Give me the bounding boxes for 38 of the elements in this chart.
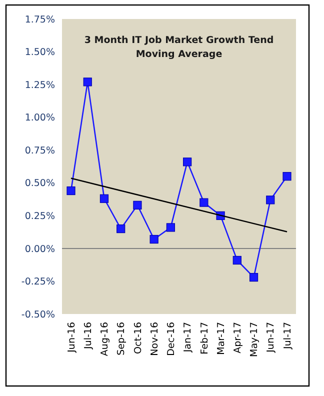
x-tick-label: Jun-17 (266, 322, 277, 354)
x-tick-label: Jul-16 (82, 322, 94, 350)
point (116, 224, 126, 234)
y-tick-label: -0.50% (21, 309, 55, 320)
point (266, 196, 275, 204)
point (150, 234, 158, 244)
x-tick-label: Oct-16 (132, 322, 144, 354)
point (83, 78, 92, 86)
y-tick-label: -0.25% (21, 276, 55, 288)
point (66, 186, 76, 196)
y-tick-label: 0.75% (24, 145, 55, 156)
x-tick-label: Jun-16 (66, 322, 78, 354)
y-tick-label: 0.25% (24, 210, 55, 222)
y-tick-label: 1.50% (24, 47, 55, 58)
point (282, 172, 292, 181)
x-tick-label: Mar-17 (216, 322, 227, 355)
x-tick-label: Apr-17 (232, 322, 244, 354)
x-tick-label: Dec-16 (166, 322, 178, 356)
point (200, 198, 208, 207)
point (166, 223, 175, 232)
x-tick-label: Feb-17 (199, 322, 210, 354)
x-tick-label: May-17 (249, 322, 260, 357)
text: 3 Month IT Job Market Growth Tend Moving Average (84, 35, 274, 60)
y-tick-label: 0.00% (24, 244, 55, 255)
point (249, 272, 258, 282)
x-tick-label: Sep-16 (116, 322, 128, 356)
point (100, 194, 109, 203)
point (183, 158, 192, 166)
y-tick-label: 1.00% (24, 112, 55, 124)
y-tick-label: 0.50% (24, 178, 55, 190)
y-tick-label: 1.75% (24, 14, 55, 26)
point (232, 256, 242, 265)
x-tick-label: Aug-16 (100, 322, 111, 356)
x-tick-label: Jul-17 (282, 322, 294, 350)
x-tick-label: Jan-17 (182, 322, 194, 354)
x-tick-label: Nov-16 (149, 322, 160, 356)
y-tick-label: 1.25% (24, 80, 55, 91)
point (133, 200, 142, 210)
